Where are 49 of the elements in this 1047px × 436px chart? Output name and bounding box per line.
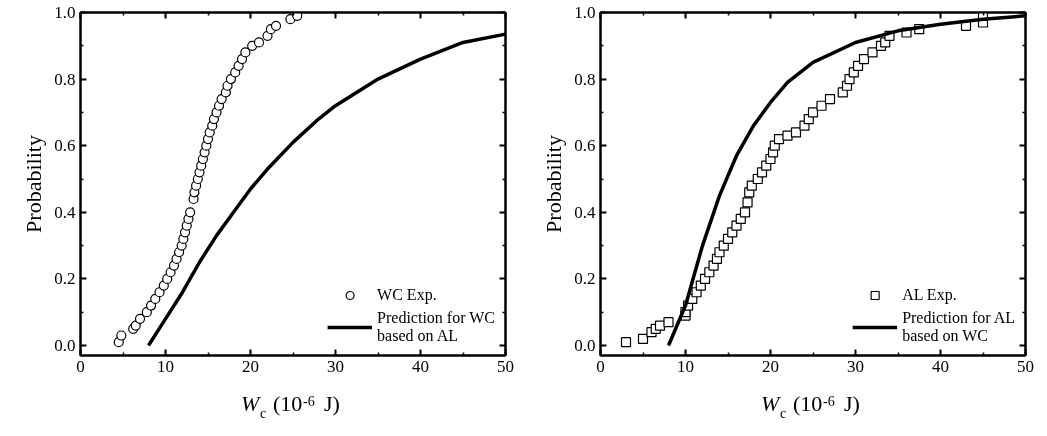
x-tick-label: 40 (932, 356, 949, 376)
point (739, 207, 751, 218)
point (824, 93, 836, 105)
legend-label: AL Exp. (902, 286, 957, 304)
x-tick-label: 20 (242, 356, 259, 376)
y-axis-title: Probability (541, 135, 567, 233)
point (637, 333, 649, 344)
point (270, 20, 282, 31)
point (663, 317, 674, 328)
point (654, 320, 666, 331)
x-tick-label: 0 (596, 356, 605, 376)
y-tick-label: 0.8 (54, 69, 76, 89)
y-tick-label: 0.4 (54, 202, 76, 222)
point (742, 197, 753, 208)
x-tick-label: 20 (762, 356, 779, 376)
y-tick-label: 1.0 (574, 3, 596, 22)
y-tick-label: 1.0 (54, 3, 76, 22)
y-tick-label: 0.0 (574, 336, 596, 356)
point (253, 37, 265, 48)
x-tick-label: 50 (497, 356, 514, 376)
point (782, 130, 793, 141)
point (240, 47, 251, 58)
x-tick-label: 30 (847, 356, 864, 376)
point (816, 100, 827, 111)
point (185, 207, 196, 218)
x-tick-label: 10 (677, 356, 694, 376)
point (858, 54, 870, 65)
x-tick-label: 10 (157, 356, 174, 376)
y-tick-label: 0.6 (574, 136, 596, 156)
y-tick-label: 0.4 (574, 202, 596, 222)
y-axis-title: Probability (21, 135, 47, 233)
x-tick-label: 30 (327, 356, 344, 376)
point (116, 330, 127, 341)
legend-label: Prediction for AL based on WC (902, 309, 1015, 345)
point (807, 107, 819, 118)
y-tick-label: 0.0 (54, 336, 76, 356)
y-tick-label: 0.2 (54, 269, 76, 289)
y-tick-label: 0.6 (54, 136, 76, 156)
x-tick-label: 0 (76, 356, 85, 376)
y-tick-label: 0.8 (574, 69, 596, 89)
point (867, 47, 878, 58)
legend-label: WC Exp. (377, 286, 437, 304)
point (134, 313, 146, 324)
x-tick-label: 50 (1017, 356, 1034, 376)
point (790, 127, 802, 138)
legend-label: Prediction for WC based on AL (377, 309, 495, 345)
y-tick-label: 0.2 (574, 269, 596, 289)
x-tick-label: 40 (412, 356, 429, 376)
point (620, 337, 632, 348)
